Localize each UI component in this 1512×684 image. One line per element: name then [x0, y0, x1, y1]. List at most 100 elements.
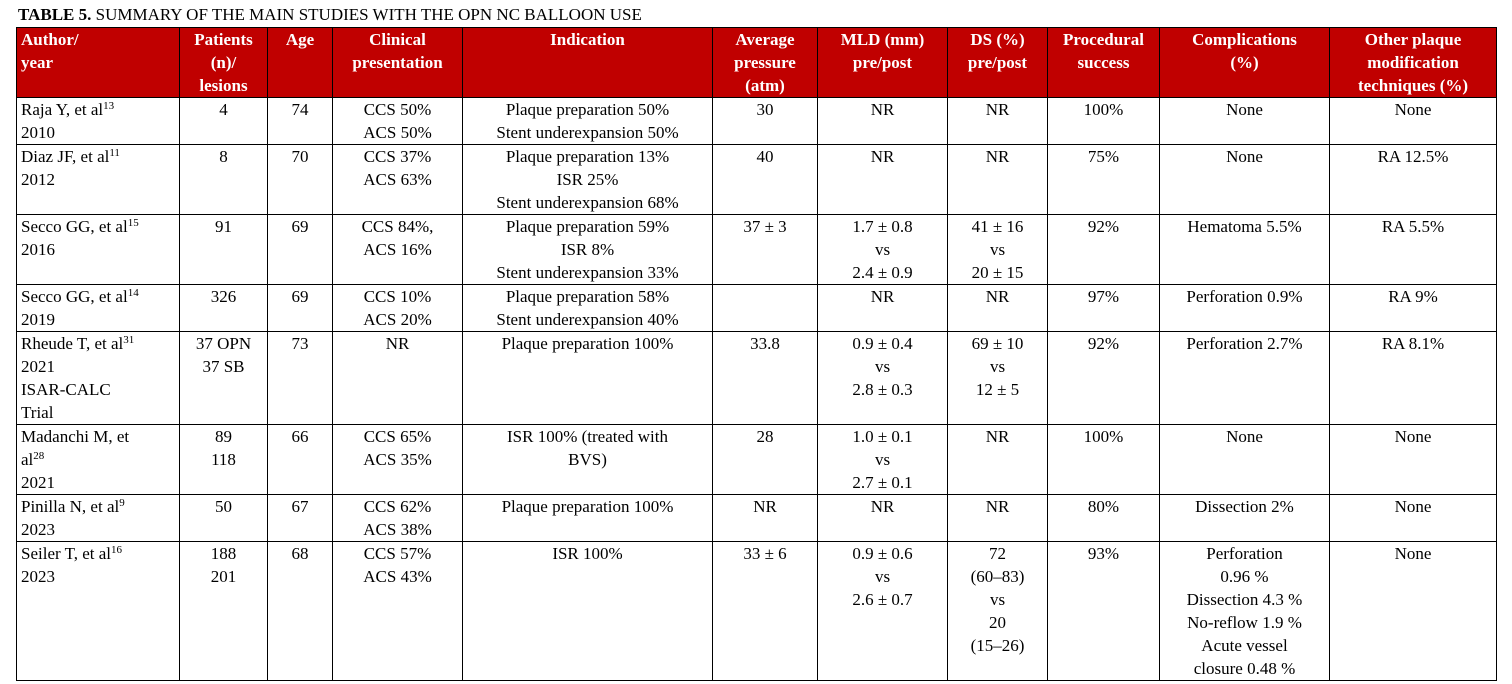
table-row: Secco GG, et al15 2016 91 69 CCS 84%, ACS 16%… — [16, 214, 1497, 285]
cell-text: 92% — [1087, 217, 1120, 236]
cell-text: 1.7 ± 0.8 — [852, 217, 913, 236]
cell-mld: 0.9 ± 0.4 vs 2.8 ± 0.3 — [817, 331, 948, 425]
cell-success: 75% — [1047, 144, 1160, 215]
cell-text: ISR 25% — [556, 170, 619, 189]
cell-text: ACS 43% — [363, 567, 432, 586]
cell-text: None — [1394, 100, 1432, 119]
cell-text: Dissection 4.3 % — [1186, 590, 1303, 609]
author-line: 2016 — [21, 240, 55, 259]
cell-text: ACS 16% — [363, 240, 432, 259]
cell-indication: Plaque preparation 50% Stent underexpansi… — [462, 97, 713, 145]
cell-text: 73 — [291, 334, 309, 353]
cell-indication: Plaque preparation 13% ISR 25% Stent under… — [462, 144, 713, 215]
cell-complications: Dissection 2% — [1159, 494, 1330, 542]
cell-text: ISR 100% — [552, 544, 623, 563]
reference-superscript: 13 — [103, 100, 115, 112]
cell-patients: 91 — [179, 214, 268, 285]
cell-text: Plaque preparation 59% — [505, 217, 670, 236]
cell-text: CCS 37% — [363, 147, 432, 166]
author-line: Pinilla N, et al9 — [21, 497, 125, 516]
header-text: year — [21, 53, 54, 72]
cell-text: vs — [989, 590, 1006, 609]
cell-success: 97% — [1047, 284, 1160, 332]
header-text: Indication — [550, 30, 625, 49]
table-caption: TABLE 5. SUMMARY OF THE MAIN STUDIES WIT… — [18, 5, 642, 25]
cell-author: Rheude T, et al31 2021 ISAR-CALC Trial — [16, 331, 180, 425]
cell-text: 20 ± 15 — [971, 263, 1024, 282]
cell-author: Secco GG, et al15 2016 — [16, 214, 180, 285]
author-line: ISAR-CALC — [21, 380, 111, 399]
cell-pressure: 33.8 — [712, 331, 818, 425]
cell-complications: Perforation 2.7% — [1159, 331, 1330, 425]
cell-other: RA 5.5% — [1329, 214, 1497, 285]
cell-text: 69 ± 10 — [971, 334, 1024, 353]
cell-mld: NR — [817, 144, 948, 215]
table-row: Rheude T, et al31 2021 ISAR-CALC Trial 37 OP… — [16, 331, 1497, 425]
cell-text: None — [1226, 100, 1263, 119]
cell-text: ACS 38% — [363, 520, 432, 539]
header-text: Age — [285, 30, 315, 49]
table-row: Diaz JF, et al11 2012 8 70 CCS 37% ACS 63% Pla… — [16, 144, 1497, 215]
cell-text: ACS 50% — [363, 123, 432, 142]
cell-pressure: 30 — [712, 97, 818, 145]
author-line: 2012 — [21, 170, 55, 189]
cell-text: 75% — [1087, 147, 1120, 166]
author-line: 2021 — [21, 357, 55, 376]
reference-superscript: 9 — [119, 497, 125, 509]
header-text: Complications — [1192, 30, 1297, 49]
cell-text: vs — [874, 240, 891, 259]
cell-text: 80% — [1087, 497, 1120, 516]
cell-text: ACS 20% — [363, 310, 432, 329]
cell-text: BVS) — [568, 450, 607, 469]
cell-patients: 37 OPN 37 SB — [179, 331, 268, 425]
cell-indication: Plaque preparation 59% ISR 8% Stent undere… — [462, 214, 713, 285]
cell-text: CCS 84%, — [361, 217, 434, 236]
header-text: (n)/ — [210, 53, 237, 72]
cell-text: ISR 8% — [560, 240, 615, 259]
cell-other: None — [1329, 97, 1497, 145]
cell-text: 68 — [291, 544, 309, 563]
author-line: Diaz JF, et al11 — [21, 147, 120, 166]
column-header-ds: DS (%) pre/post — [947, 27, 1048, 98]
author-line: 2021 — [21, 473, 55, 492]
cell-clinical: CCS 37% ACS 63% — [332, 144, 463, 215]
cell-text: 70 — [291, 147, 309, 166]
table-row: Secco GG, et al14 2019 326 69 CCS 10% ACS 20%… — [16, 284, 1497, 332]
cell-success: 100% — [1047, 97, 1160, 145]
cell-clinical: CCS 62% ACS 38% — [332, 494, 463, 542]
table-row: Madanchi M, et al28 2021 89 118 66 CCS 65% ACS … — [16, 424, 1497, 495]
cell-text: 37 ± 3 — [743, 217, 787, 236]
caption-title: SUMMARY OF THE MAIN STUDIES WITH THE OPN… — [91, 5, 642, 24]
cell-text: RA 5.5% — [1381, 217, 1445, 236]
cell-text: RA 9% — [1388, 287, 1438, 306]
cell-other: None — [1329, 424, 1497, 495]
header-text: MLD (mm) — [840, 30, 925, 49]
cell-text: 69 — [291, 287, 309, 306]
cell-text: 72 — [989, 544, 1006, 563]
cell-text: 69 — [291, 217, 309, 236]
cell-text: Stent underexpansion 33% — [496, 263, 679, 282]
cell-indication: Plaque preparation 58% Stent underexpansi… — [462, 284, 713, 332]
cell-text: 2.6 ± 0.7 — [852, 590, 913, 609]
author-line: 2019 — [21, 310, 55, 329]
header-text: Clinical — [369, 30, 426, 49]
column-header-clinical-presentation: Clinical presentation — [332, 27, 463, 98]
cell-text: Perforation 0.9% — [1186, 287, 1303, 306]
cell-text: CCS 62% — [363, 497, 432, 516]
cell-age: 69 — [267, 284, 333, 332]
cell-other: RA 8.1% — [1329, 331, 1497, 425]
cell-author: Pinilla N, et al9 2023 — [16, 494, 180, 542]
cell-age: 73 — [267, 331, 333, 425]
header-text: Author/ — [21, 30, 79, 49]
cell-text: 0.9 ± 0.6 — [852, 544, 913, 563]
cell-ds: 69 ± 10 vs 12 ± 5 — [947, 331, 1048, 425]
cell-author: Diaz JF, et al11 2012 — [16, 144, 180, 215]
studies-table: Author/year Patients (n)/ lesions Age Clinica… — [16, 27, 1497, 681]
cell-text: 67 — [291, 497, 309, 516]
cell-text: NR — [385, 334, 410, 353]
cell-text: NR — [870, 497, 895, 516]
cell-text: NR — [985, 100, 1010, 119]
cell-text: Plaque preparation 100% — [501, 334, 674, 353]
reference-superscript: 14 — [127, 287, 139, 299]
cell-pressure: 40 — [712, 144, 818, 215]
